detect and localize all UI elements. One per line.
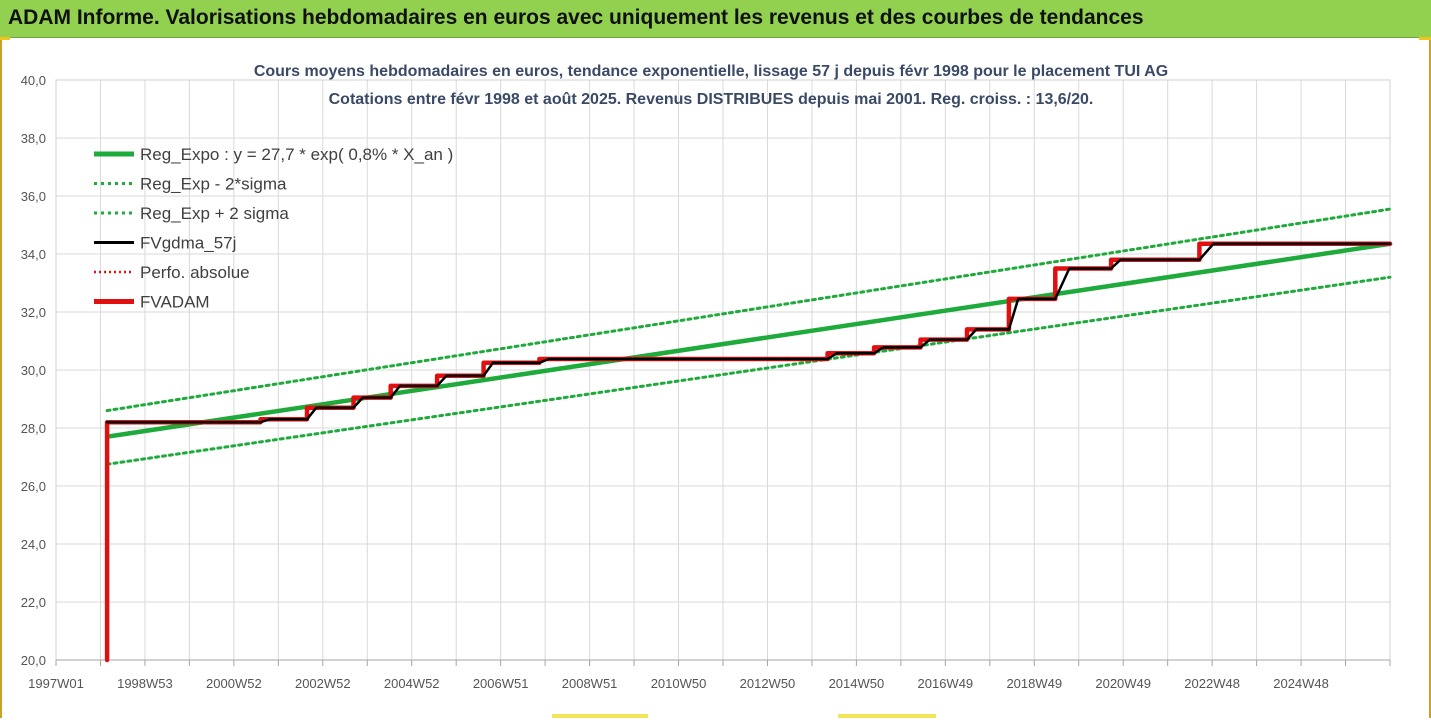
chart-title-line-2: Cotations entre févr 1998 et août 2025. … [329, 91, 1094, 108]
y-tick-label: 38,0 [21, 131, 46, 146]
series-fvgdma-57j [105, 242, 1392, 424]
series-reg-expo-y-27-7-exp-0-8-x-an [104, 241, 1393, 439]
legend-label: Reg_Exp - 2*sigma [140, 175, 287, 194]
y-tick-label: 36,0 [21, 189, 46, 204]
corner-marker-top-right [1419, 37, 1431, 40]
y-tick-label: 40,0 [21, 73, 46, 88]
x-tick-label: 2012W50 [740, 676, 796, 691]
axis-layer: 20,0 22,0 24,0 26,0 28,0 30,0 32,0 34,0 36,0 38,0… [21, 73, 1391, 691]
y-tick-label: 26,0 [21, 479, 46, 494]
frame-left-border [0, 37, 2, 718]
x-tick-label: 2000W52 [206, 676, 262, 691]
x-tick-label: 2022W48 [1184, 676, 1240, 691]
y-tick-label: 34,0 [21, 247, 46, 262]
legend-label: FVADAM [140, 293, 210, 312]
x-tick-label: 2014W50 [829, 676, 885, 691]
chart-title-line-1: Cours moyens hebdomadaires en euros, ten… [254, 63, 1168, 80]
y-tick-label: 28,0 [21, 421, 46, 436]
report-banner: ADAM Informe. Valorisations hebdomadaire… [0, 0, 1431, 38]
y-tick-label: 30,0 [21, 363, 46, 378]
chart-area: 20,0 22,0 24,0 26,0 28,0 30,0 32,0 34,0 36,0 38,0… [0, 38, 1431, 718]
selection-mark-right [838, 714, 936, 718]
x-tick-label: 2010W50 [651, 676, 707, 691]
x-tick-label: 2020W49 [1095, 676, 1151, 691]
frame-right-border [1429, 37, 1431, 718]
legend-layer: Reg_Expo : y = 27,7 * exp( 0,8% * X_an )… [94, 145, 453, 312]
x-tick-label: 2006W51 [473, 676, 529, 691]
y-tick-label: 32,0 [21, 305, 46, 320]
legend-label: Reg_Exp + 2 sigma [140, 204, 289, 223]
x-tick-label: 2024W48 [1273, 676, 1329, 691]
series-reg-exp-2-sigma [105, 275, 1392, 466]
corner-marker-top-left [0, 37, 10, 40]
series-reg-exp-2-sigma [105, 207, 1392, 413]
y-tick-label: 22,0 [21, 595, 46, 610]
series-layer [104, 207, 1393, 663]
y-tick-label: 24,0 [21, 537, 46, 552]
x-tick-label: 1997W01 [28, 676, 84, 691]
line-chart: 20,0 22,0 24,0 26,0 28,0 30,0 32,0 34,0 36,0 38,0… [21, 63, 1393, 691]
x-tick-label: 2002W52 [295, 676, 351, 691]
legend-label: FVgdma_57j [140, 234, 236, 253]
legend-label: Perfo. absolue [140, 263, 250, 282]
grid-layer [55, 79, 1391, 661]
legend-label: Reg_Expo : y = 27,7 * exp( 0,8% * X_an ) [140, 145, 453, 164]
x-tick-label: 2008W51 [562, 676, 618, 691]
y-tick-label: 20,0 [21, 653, 46, 668]
x-tick-label: 1998W53 [117, 676, 173, 691]
x-tick-label: 2018W49 [1006, 676, 1062, 691]
report-title: ADAM Informe. Valorisations hebdomadaire… [8, 6, 1144, 29]
x-tick-label: 2004W52 [384, 676, 440, 691]
x-tick-label: 2016W49 [918, 676, 974, 691]
selection-mark-left [552, 714, 648, 718]
